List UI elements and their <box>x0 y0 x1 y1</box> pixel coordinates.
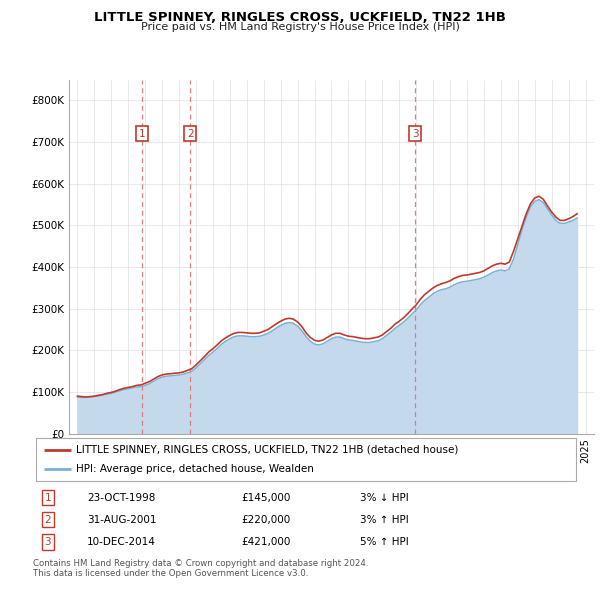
Text: LITTLE SPINNEY, RINGLES CROSS, UCKFIELD, TN22 1HB (detached house): LITTLE SPINNEY, RINGLES CROSS, UCKFIELD,… <box>77 445 459 455</box>
FancyBboxPatch shape <box>36 438 576 481</box>
Text: Price paid vs. HM Land Registry's House Price Index (HPI): Price paid vs. HM Land Registry's House … <box>140 22 460 32</box>
Text: 3% ↓ HPI: 3% ↓ HPI <box>360 493 409 503</box>
Text: 31-AUG-2001: 31-AUG-2001 <box>88 515 157 525</box>
Text: 23-OCT-1998: 23-OCT-1998 <box>88 493 155 503</box>
Text: 3: 3 <box>412 129 418 139</box>
Text: Contains HM Land Registry data © Crown copyright and database right 2024.: Contains HM Land Registry data © Crown c… <box>33 559 368 568</box>
Text: 3: 3 <box>44 537 51 547</box>
Text: This data is licensed under the Open Government Licence v3.0.: This data is licensed under the Open Gov… <box>33 569 308 578</box>
Text: 3% ↑ HPI: 3% ↑ HPI <box>360 515 409 525</box>
Text: £220,000: £220,000 <box>241 515 290 525</box>
Text: HPI: Average price, detached house, Wealden: HPI: Average price, detached house, Weal… <box>77 464 314 474</box>
Text: £421,000: £421,000 <box>241 537 290 547</box>
Text: 10-DEC-2014: 10-DEC-2014 <box>88 537 156 547</box>
Text: LITTLE SPINNEY, RINGLES CROSS, UCKFIELD, TN22 1HB: LITTLE SPINNEY, RINGLES CROSS, UCKFIELD,… <box>94 11 506 24</box>
Text: 2: 2 <box>187 129 194 139</box>
Text: 1: 1 <box>44 493 51 503</box>
Text: 2: 2 <box>44 515 51 525</box>
Text: 5% ↑ HPI: 5% ↑ HPI <box>360 537 409 547</box>
Text: £145,000: £145,000 <box>241 493 290 503</box>
Text: 1: 1 <box>139 129 145 139</box>
